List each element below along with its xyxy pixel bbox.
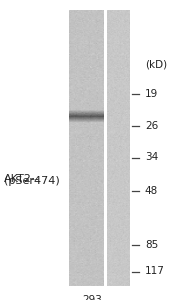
Text: AKT2--: AKT2-- [4, 175, 40, 184]
Text: 85: 85 [145, 239, 158, 250]
Text: 48: 48 [145, 185, 158, 196]
Text: 34: 34 [145, 152, 158, 163]
Text: 26: 26 [145, 121, 158, 131]
Text: (pSer474): (pSer474) [4, 176, 60, 185]
Text: 117: 117 [145, 266, 165, 277]
Text: (kD): (kD) [145, 59, 167, 70]
Text: 19: 19 [145, 89, 158, 100]
Text: 293: 293 [82, 295, 102, 300]
